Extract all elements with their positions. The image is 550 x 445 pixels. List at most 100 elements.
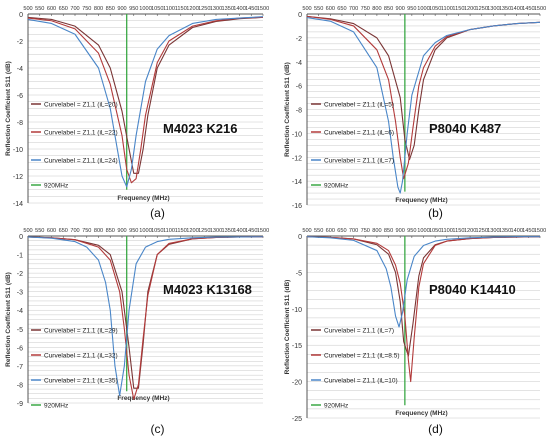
- x-axis-label: Frequency (MHz): [395, 410, 447, 417]
- x-tick-label: 650: [59, 6, 68, 12]
- model-annotation: P8040 K487: [429, 121, 501, 136]
- x-tick-label: 1150: [175, 228, 187, 234]
- x-tick-label: 1100: [441, 6, 453, 12]
- x-tick-label: 1450: [522, 6, 534, 12]
- y-tick-label: -20: [292, 380, 302, 387]
- model-annotation: P8040 K14410: [429, 282, 516, 297]
- x-tick-label: 750: [82, 228, 91, 234]
- y-tick-label: -10: [292, 131, 302, 138]
- x-tick-label: 650: [59, 228, 68, 234]
- y-tick-label: -8: [17, 382, 23, 389]
- x-tick-label: 700: [70, 6, 79, 12]
- y-axis-label: Reflection Coefficient S11 (dB): [284, 62, 291, 157]
- y-tick-label: -6: [17, 93, 23, 100]
- series-line-1: [27, 16, 264, 174]
- y-tick-label: -12: [13, 174, 23, 181]
- y-axis-label: Reflection Coefficient S11 (dB): [284, 280, 291, 375]
- x-tick-label: 950: [129, 228, 138, 234]
- x-tick-label: 1300: [487, 6, 499, 12]
- series-line-3: [306, 17, 541, 194]
- y-tick-label: -1: [17, 253, 23, 260]
- legend-label: 920MHz: [324, 183, 348, 190]
- y-tick-label: -16: [292, 203, 302, 210]
- panel-label: (c): [151, 422, 165, 436]
- x-tick-label: 1500: [534, 6, 546, 12]
- y-tick-label: -7: [17, 364, 23, 371]
- series-line-3: [306, 236, 540, 328]
- panel-label: (d): [428, 422, 443, 436]
- x-tick-label: 1300: [210, 6, 222, 12]
- x-tick-label: 600: [47, 6, 56, 12]
- x-tick-label: 1450: [245, 228, 257, 234]
- x-tick-label: 1200: [464, 228, 476, 234]
- x-tick-label: 900: [396, 6, 405, 12]
- x-tick-label: 1150: [452, 6, 464, 12]
- y-tick-label: 0: [298, 234, 302, 241]
- y-tick-label: -4: [17, 66, 23, 73]
- x-tick-label: 1500: [534, 228, 546, 234]
- legend-label: Curvelabel = Z1,1 (iL=6): [324, 130, 394, 137]
- x-tick-label: 1150: [452, 228, 464, 234]
- y-axis-label: Reflection Coefficient S11 (dB): [5, 272, 12, 367]
- x-tick-label: 1050: [151, 6, 163, 12]
- legend-label: 920MHz: [44, 403, 68, 410]
- x-tick-label: 700: [349, 6, 358, 12]
- y-tick-label: -2: [296, 36, 302, 43]
- x-tick-label: 750: [361, 228, 370, 234]
- legend-label: Curvelabel = Z1,1 (iL=8.5): [324, 353, 400, 360]
- y-tick-label: -4: [296, 60, 302, 67]
- x-axis-label: Frequency (MHz): [395, 197, 447, 204]
- chart-panel-a: 0 -2 -4 -6 -8 -10 -12 -14 500 550 600 650 700 750 800 8…: [5, 6, 269, 220]
- y-tick-label: 0: [19, 234, 23, 241]
- x-tick-label: 1250: [198, 6, 210, 12]
- x-tick-label: 1200: [186, 228, 198, 234]
- x-tick-label: 800: [372, 228, 381, 234]
- x-tick-label: 1250: [476, 6, 488, 12]
- x-tick-label: 950: [407, 228, 416, 234]
- x-tick-label: 1350: [499, 228, 511, 234]
- x-tick-label: 1450: [245, 6, 257, 12]
- x-tick-label: 800: [94, 228, 103, 234]
- y-axis-label: Reflection Coefficient S11 (dB): [5, 61, 12, 156]
- x-tick-label: 900: [117, 6, 126, 12]
- x-tick-label: 900: [396, 228, 405, 234]
- x-tick-label: 550: [35, 6, 44, 12]
- x-tick-label: 1400: [510, 6, 522, 12]
- legend-label: Curvelabel = Z1,1 (iL=29): [44, 328, 118, 335]
- x-tick-label: 1100: [163, 6, 175, 12]
- y-tick-label: -10: [292, 307, 302, 314]
- y-tick-label: 0: [298, 12, 302, 19]
- x-tick-label: 650: [337, 228, 346, 234]
- x-tick-label: 950: [407, 6, 416, 12]
- x-tick-label: 1350: [499, 6, 511, 12]
- legend-label: Curvelabel = Z1,1 (iL=32): [44, 353, 118, 360]
- legend-label: Curvelabel = Z1,1 (iL=20): [44, 102, 118, 109]
- y-tick-label: -8: [296, 108, 302, 115]
- y-tick-label: -25: [292, 416, 302, 423]
- series-line-3: [27, 236, 264, 397]
- panel-label: (b): [428, 206, 443, 220]
- x-tick-label: 1300: [210, 228, 222, 234]
- legend-label: 920MHz: [324, 403, 348, 410]
- x-tick-label: 1100: [441, 228, 453, 234]
- x-tick-label: 1000: [417, 228, 429, 234]
- y-tick-label: -5: [17, 327, 23, 334]
- x-tick-label: 1100: [163, 228, 175, 234]
- x-tick-label: 1250: [476, 228, 488, 234]
- panel-label: (a): [150, 206, 165, 220]
- series-line-2: [306, 236, 541, 383]
- legend-label: Curvelabel = Z1,1 (iL=5): [324, 102, 394, 109]
- x-tick-label: 700: [70, 228, 79, 234]
- x-tick-label: 550: [35, 228, 44, 234]
- y-tick-label: -3: [17, 290, 23, 297]
- legend-label: Curvelabel = Z1,1 (iL=7): [324, 328, 394, 335]
- legend-label: Curvelabel = Z1,1 (iL=10): [324, 378, 398, 385]
- model-annotation: M4023 K216: [163, 121, 237, 136]
- x-tick-label: 1400: [233, 228, 245, 234]
- x-tick-label: 1250: [198, 228, 210, 234]
- x-tick-label: 700: [349, 228, 358, 234]
- x-tick-label: 1050: [429, 6, 441, 12]
- x-tick-label: 500: [302, 228, 311, 234]
